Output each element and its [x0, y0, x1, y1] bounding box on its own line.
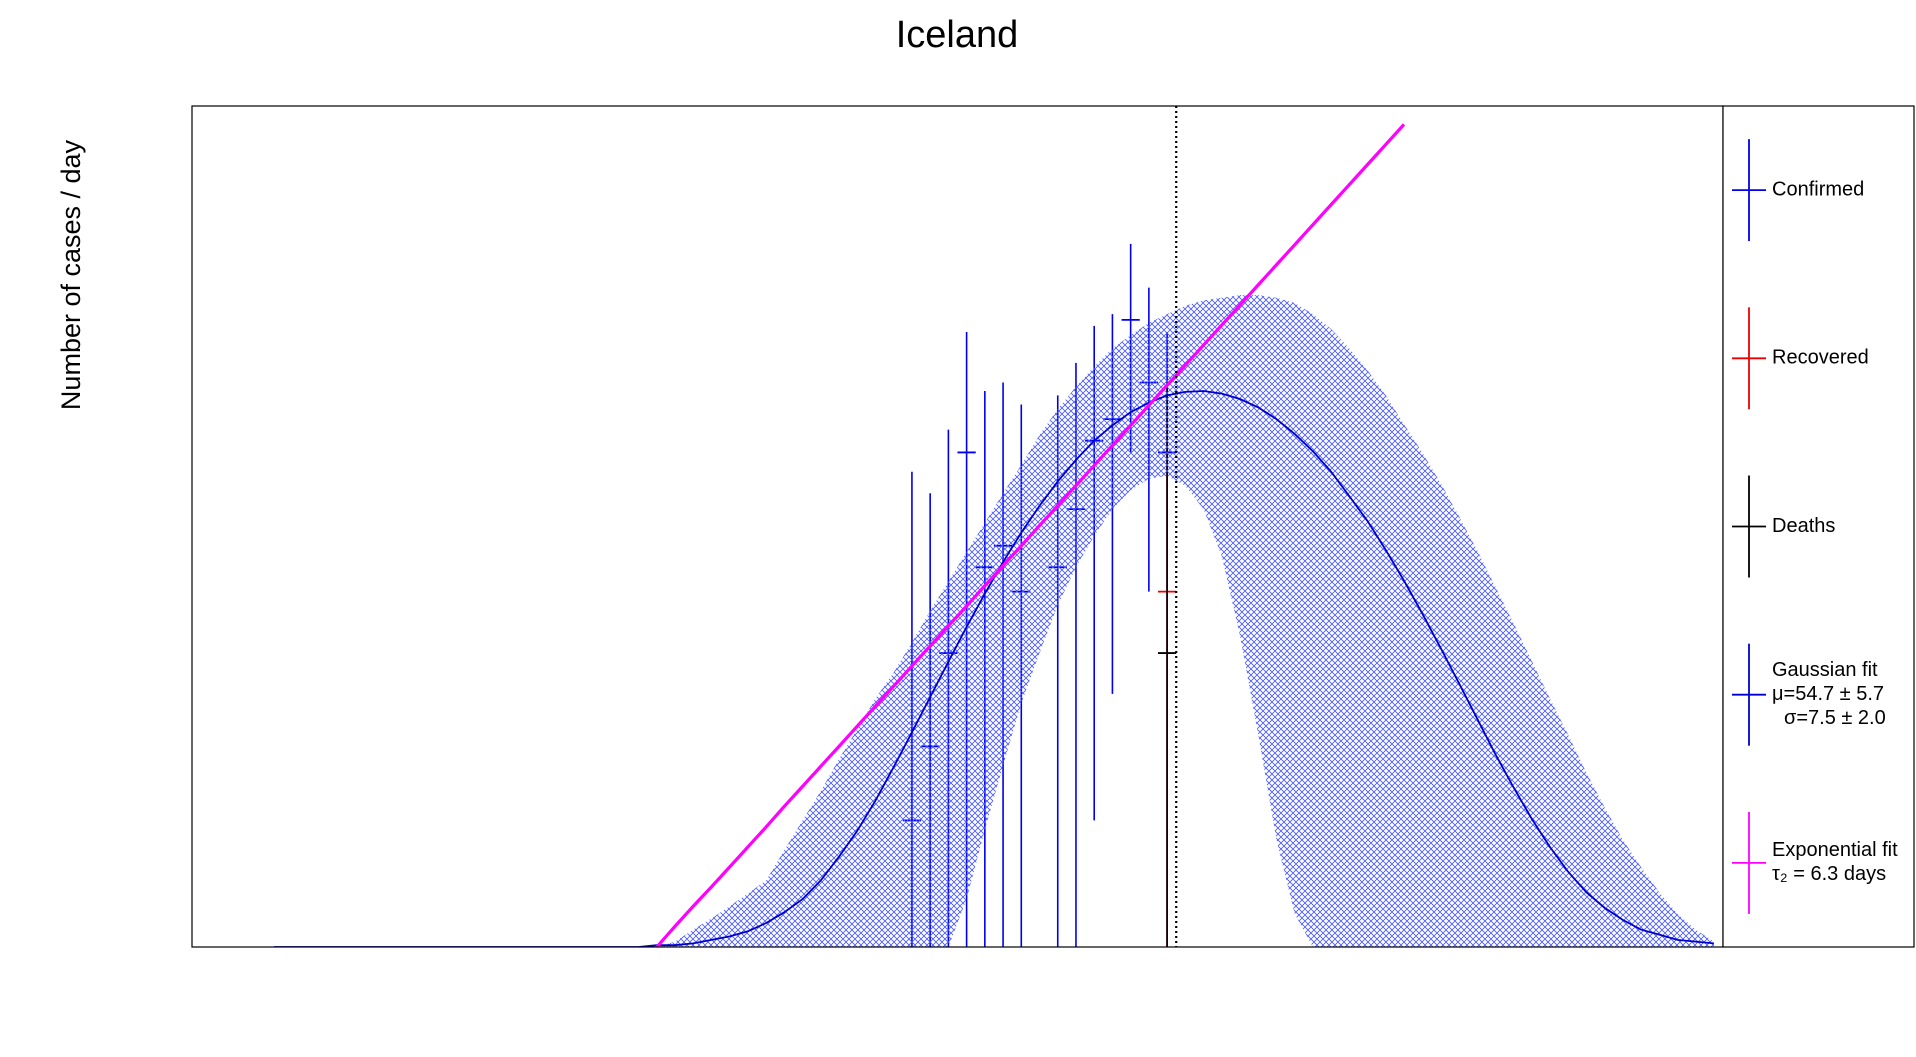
legend-label: Recovered [1772, 347, 1869, 369]
legend-note: τ₂ = 6.3 days [1772, 863, 1886, 885]
legend-label: Gaussian fit [1772, 659, 1878, 681]
fit-line [655, 123, 1406, 947]
legend-note: μ=54.7 ± 5.7 [1772, 683, 1884, 705]
legend: Confirmed Recovered Deaths Gaussian fitμ=54… [1732, 139, 1898, 914]
legend-label: Confirmed [1772, 178, 1864, 200]
plot-area [274, 106, 1714, 947]
legend-label: Deaths [1772, 515, 1835, 537]
legend-note: σ=7.5 ± 2.0 [1784, 707, 1886, 729]
y-axis-title: Number of cases / day [56, 139, 86, 410]
confidence-band [656, 295, 1714, 947]
chart-title: Iceland [896, 14, 1019, 56]
legend-label: Exponential fit [1772, 839, 1898, 861]
